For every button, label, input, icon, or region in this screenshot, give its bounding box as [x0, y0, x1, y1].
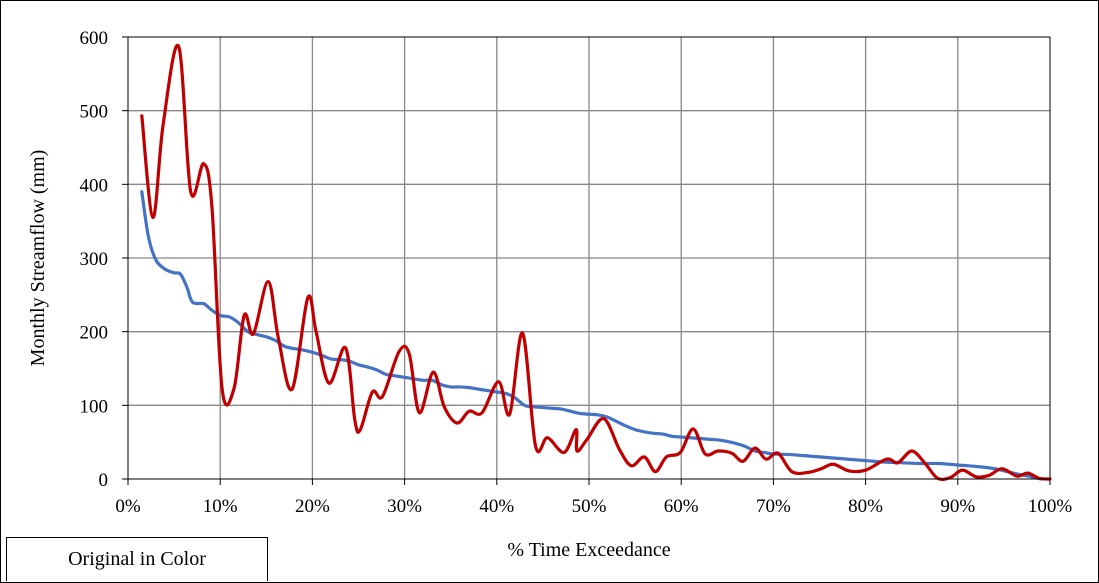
y-axis-title: Monthly Streamflow (mm) [27, 150, 49, 367]
x-tick-label: 0% [115, 496, 141, 517]
y-tick-label: 100 [80, 396, 109, 417]
x-axis-ticks: 0% 10% 20% 30% 40% 50% 60% 70% 80% 90% 100% [115, 479, 1072, 517]
x-tick-label: 90% [940, 496, 975, 517]
y-tick-label: 0 [99, 470, 109, 491]
series-line-2 [140, 43, 1052, 482]
x-tick-label: 40% [479, 496, 514, 517]
x-tick-label: 100% [1028, 496, 1073, 517]
x-tick-label: 50% [572, 496, 607, 517]
x-axis-title: % Time Exceedance [507, 539, 670, 561]
y-tick-label: 500 [80, 102, 109, 123]
x-tick-label: 70% [756, 496, 791, 517]
color-note-text: Original in Color [68, 548, 206, 570]
series-line-1 [140, 190, 1043, 481]
x-tick-label: 10% [203, 496, 238, 517]
x-tick-label: 20% [295, 496, 330, 517]
y-tick-label: 400 [80, 175, 109, 196]
series-layer [140, 43, 1052, 482]
x-tick-label: 60% [664, 496, 699, 517]
y-axis-ticks: 0 100 200 300 400 500 600 [80, 28, 128, 491]
y-tick-label: 200 [80, 323, 109, 344]
color-note-box: Original in Color [6, 537, 268, 581]
x-tick-label: 80% [848, 496, 883, 517]
grid-layer [128, 37, 1050, 479]
y-tick-label: 600 [80, 28, 109, 49]
x-tick-label: 30% [387, 496, 422, 517]
y-tick-label: 300 [80, 249, 109, 270]
